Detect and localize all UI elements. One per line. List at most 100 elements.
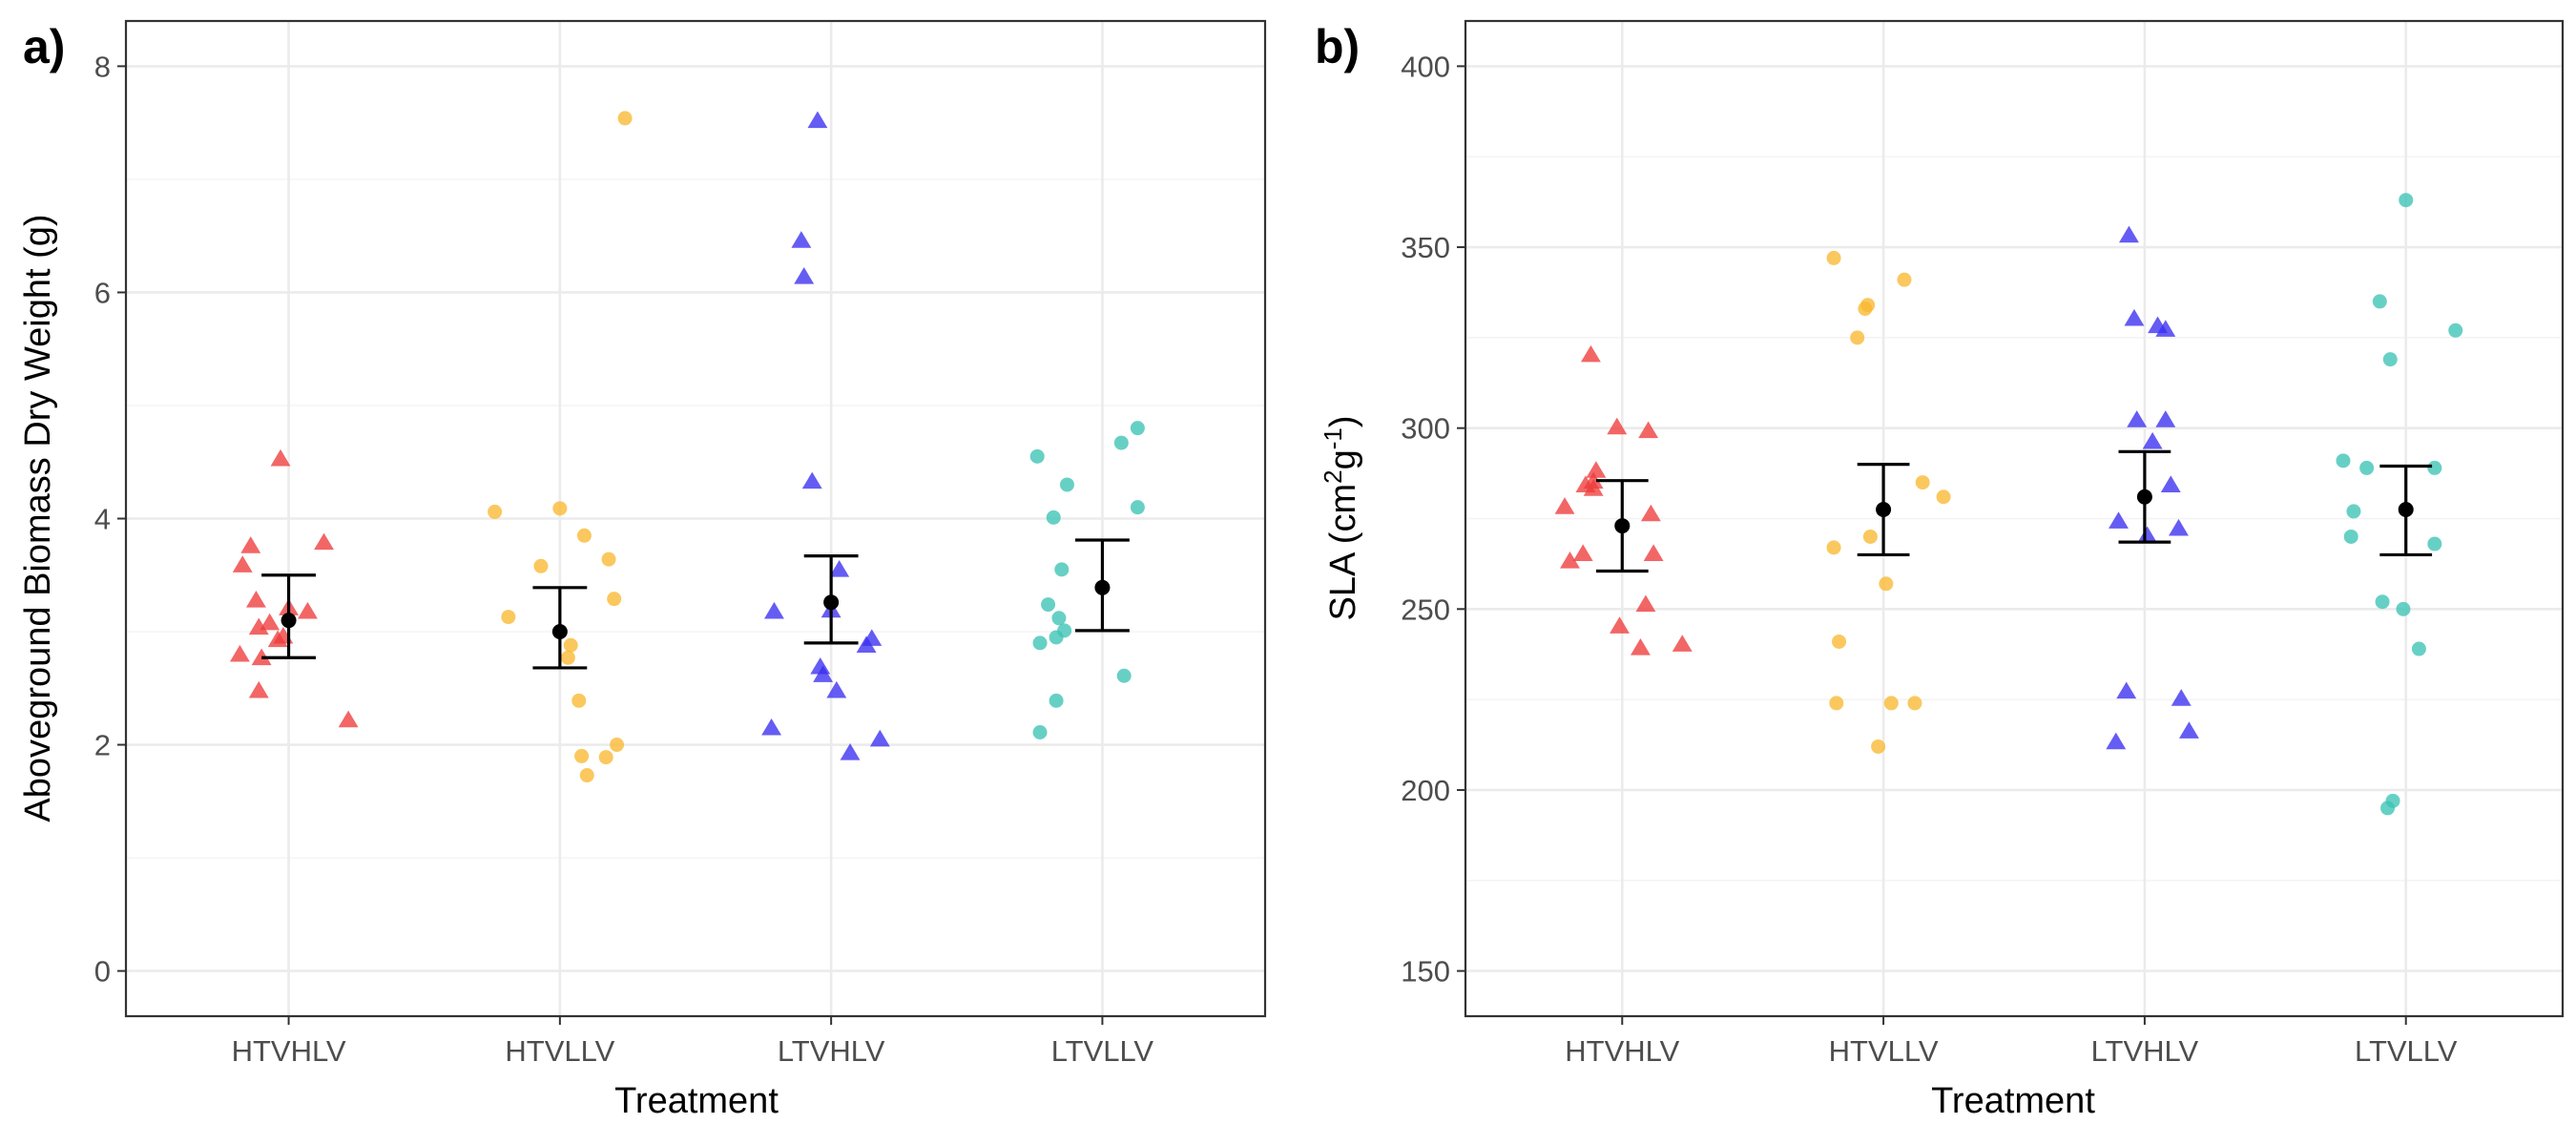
data-point-htvhlv bbox=[1572, 544, 1593, 562]
data-point-htvhlv bbox=[338, 710, 359, 728]
panel-b-x-axis: HTVHLV HTVLLV LTVHLV LTVLLV bbox=[1565, 1016, 2458, 1068]
panel-b-border bbox=[1464, 19, 2565, 1018]
data-point-ltvhlv bbox=[2160, 475, 2181, 492]
data-point-ltvhlv bbox=[2155, 410, 2176, 427]
data-point-htvllv bbox=[1860, 298, 1876, 313]
data-point-ltvllv bbox=[1032, 725, 1048, 740]
data-point-htvhlv bbox=[1638, 421, 1659, 439]
data-point-htvllv bbox=[552, 501, 568, 516]
panel-a-x-tick-label: LTVLLV bbox=[1051, 1034, 1154, 1068]
data-point-ltvllv bbox=[1041, 597, 1056, 613]
panel-b-x-tick-label: HTVHLV bbox=[1565, 1034, 1679, 1068]
data-point-htvhlv bbox=[1580, 344, 1601, 363]
data-point-ltvllv bbox=[1059, 477, 1074, 492]
mean-point-ltvllv bbox=[1094, 579, 1111, 595]
data-point-htvllv bbox=[601, 552, 616, 567]
data-point-ltvllv bbox=[2411, 641, 2426, 656]
data-point-ltvhlv bbox=[826, 680, 847, 698]
data-point-htvllv bbox=[1829, 696, 1844, 711]
data-point-htvhlv bbox=[1586, 461, 1607, 478]
data-point-ltvhlv bbox=[2109, 511, 2129, 529]
data-point-htvhlv bbox=[240, 536, 261, 553]
data-point-htvhlv bbox=[1635, 594, 1656, 613]
data-point-htvhlv bbox=[1560, 552, 1580, 569]
data-point-ltvhlv bbox=[2127, 410, 2148, 427]
panel-a-summary bbox=[261, 538, 1130, 670]
data-point-htvhlv bbox=[270, 448, 291, 467]
data-point-ltvhlv bbox=[862, 629, 883, 646]
data-point-ltvllv bbox=[2427, 536, 2442, 552]
data-point-htvllv bbox=[1915, 475, 1930, 490]
panel-b-y-tick-label: 350 bbox=[1401, 231, 1450, 264]
data-point-ltvllv bbox=[2399, 193, 2414, 208]
data-point-htvhlv bbox=[246, 591, 266, 608]
data-point-ltvhlv bbox=[2119, 225, 2139, 243]
data-point-htvllv bbox=[488, 504, 503, 519]
panel-b-x-axis-title: Treatment bbox=[1931, 1081, 2095, 1121]
data-point-ltvhlv bbox=[2171, 689, 2192, 706]
panel-a-border bbox=[124, 19, 1267, 1018]
mean-point-htvhlv bbox=[1614, 518, 1631, 534]
panel-a-y-axis: 0 2 4 6 8 bbox=[94, 50, 126, 989]
data-point-htvhlv bbox=[232, 555, 253, 572]
panel-b-x-tick-label: HTVLLV bbox=[1829, 1034, 1939, 1068]
data-point-ltvllv bbox=[2359, 460, 2375, 475]
data-point-ltvllv bbox=[2380, 801, 2396, 816]
panel-b: b) SLA (cm2g-1) Treatment 150 200 250 300 35… bbox=[1315, 19, 2565, 1121]
panel-a-y-axis-title: Aboveground Biomass Dry Weight (g) bbox=[18, 214, 58, 822]
data-point-htvhlv bbox=[1583, 471, 1604, 489]
mean-point-htvllv bbox=[551, 624, 568, 640]
panel-b-y-tick-label: 250 bbox=[1401, 593, 1450, 626]
panel-b-y-tick-label: 150 bbox=[1401, 955, 1450, 989]
data-point-htvhlv bbox=[1610, 616, 1630, 634]
panel-a-y-tick-label: 4 bbox=[94, 503, 111, 536]
panel-a-y-tick-label: 6 bbox=[94, 276, 111, 309]
data-point-htvhlv bbox=[314, 532, 334, 551]
data-point-ltvllv bbox=[1051, 611, 1067, 626]
panel-b-y-axis: 150 200 250 300 350 400 bbox=[1401, 50, 1465, 989]
data-point-ltvhlv bbox=[813, 665, 834, 682]
data-point-ltvhlv bbox=[2179, 721, 2199, 739]
data-point-htvllv bbox=[533, 558, 549, 573]
data-point-ltvllv bbox=[2372, 294, 2387, 309]
data-point-ltvhlv bbox=[2155, 320, 2176, 337]
data-point-htvllv bbox=[1832, 634, 1847, 649]
panel-b-points bbox=[1554, 193, 2463, 816]
data-point-ltvhlv bbox=[2116, 681, 2137, 699]
panel-a-points bbox=[229, 111, 1145, 783]
panel-b-summary bbox=[1595, 449, 2433, 573]
data-point-ltvllv bbox=[1046, 510, 1061, 525]
data-point-htvllv bbox=[560, 650, 575, 665]
data-point-htvhlv bbox=[248, 680, 269, 698]
mean-point-htvllv bbox=[1876, 502, 1892, 518]
data-point-htvllv bbox=[1879, 576, 1894, 592]
data-point-htvllv bbox=[1897, 272, 1912, 287]
data-point-ltvllv bbox=[2343, 529, 2358, 544]
panel-b-grid bbox=[1465, 21, 2563, 1016]
data-point-htvllv bbox=[1862, 529, 1878, 544]
data-point-htvllv bbox=[1871, 739, 1886, 754]
panel-b-y-tick-label: 200 bbox=[1401, 774, 1450, 807]
data-point-ltvllv bbox=[1130, 421, 1145, 436]
data-point-ltvhlv bbox=[2137, 526, 2158, 544]
data-point-ltvllv bbox=[2396, 601, 2411, 616]
panel-b-y-tick-label: 300 bbox=[1401, 412, 1450, 446]
data-point-ltvllv bbox=[1130, 500, 1145, 515]
data-point-htvllv bbox=[1826, 540, 1841, 555]
data-point-htvllv bbox=[1883, 696, 1899, 711]
data-point-ltvllv bbox=[2346, 504, 2361, 519]
data-point-ltvllv bbox=[2427, 460, 2442, 475]
mean-point-ltvhlv bbox=[2136, 489, 2152, 505]
panel-a-label: a) bbox=[23, 20, 65, 73]
panel-a-grid bbox=[126, 21, 1265, 1016]
data-point-htvllv bbox=[1936, 489, 1951, 505]
data-point-htvllv bbox=[598, 750, 613, 765]
data-point-ltvllv bbox=[1032, 635, 1048, 651]
data-point-ltvhlv bbox=[869, 729, 890, 747]
data-point-ltvhlv bbox=[2142, 431, 2163, 449]
panel-a-x-axis-title: Treatment bbox=[614, 1081, 779, 1121]
data-point-htvllv bbox=[579, 768, 594, 783]
data-point-ltvllv bbox=[2336, 453, 2351, 468]
data-point-ltvhlv bbox=[2169, 518, 2189, 536]
